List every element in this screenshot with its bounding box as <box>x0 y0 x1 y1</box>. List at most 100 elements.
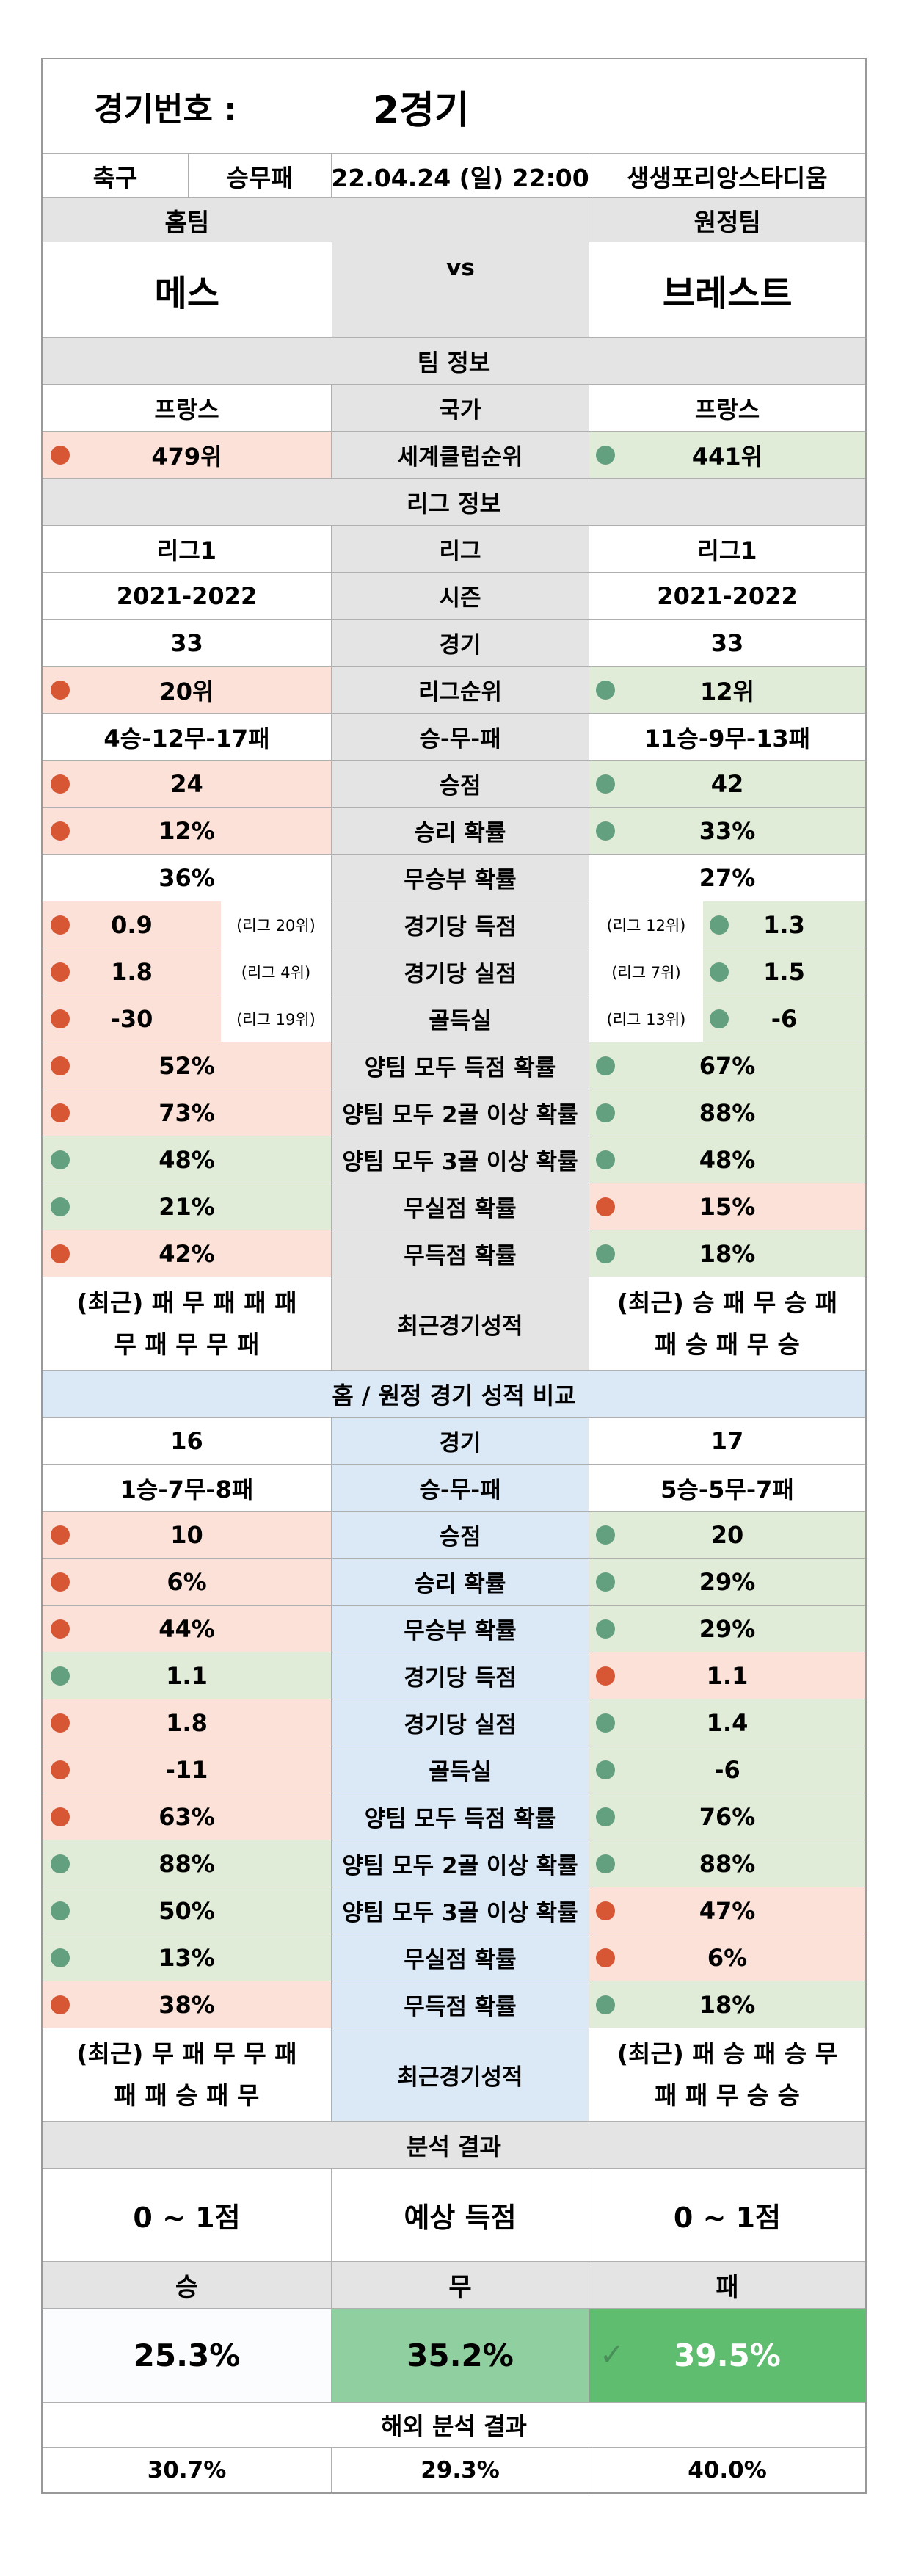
home-value: 16 <box>170 1426 203 1455</box>
away-value: 441위 <box>691 442 763 471</box>
home-value-cell: 1.8 (리그 4위) <box>43 948 332 995</box>
away-value-cell: 1.1 <box>589 1652 865 1699</box>
league-info-row: 리그1 리그 리그1 <box>43 526 865 573</box>
row-label: 골득실 <box>332 1746 589 1793</box>
home-value: 48% <box>159 1145 215 1174</box>
row-label: 시즌 <box>332 573 589 619</box>
home-value-cell: 24 <box>43 761 332 807</box>
red-dot-icon <box>51 1525 70 1545</box>
league-info-row: 2021-2022 시즌 2021-2022 <box>43 573 865 620</box>
home-value-cell: 73% <box>43 1089 332 1136</box>
away-value: 5승-5무-7패 <box>660 1475 794 1503</box>
league-info-row: 24 승점 42 <box>43 761 865 808</box>
row-label: 경기당 득점 <box>332 901 589 948</box>
away-recent-line: (최근) 패 승 패 승 무 <box>616 2039 838 2068</box>
overseas-lose: 40.0% <box>688 2456 767 2484</box>
home-value-cell: 44% <box>43 1606 332 1652</box>
away-value-cell: 17 <box>589 1418 865 1464</box>
home-value-cell: 13% <box>43 1934 332 1981</box>
league-info-row: 0.9 (리그 20위) 경기당 득점 (리그 12위) 1.3 <box>43 901 865 948</box>
row-label: 경기 <box>332 620 589 666</box>
away-value-cell: 88% <box>589 1089 865 1136</box>
home-league-rank: (리그 19위) <box>221 995 331 1042</box>
home-team-name: 메스 <box>43 242 332 337</box>
row-label: 승리 확률 <box>332 1559 589 1605</box>
row-label: 경기당 실점 <box>332 1699 589 1746</box>
league-info-header: 리그 정보 <box>43 479 865 526</box>
compare-header: 홈 / 원정 경기 성적 비교 <box>43 1371 865 1418</box>
league-info-title: 리그 정보 <box>43 479 865 525</box>
team-info-row: 479위 세계클럽순위 441위 <box>43 432 865 479</box>
home-value-cell: 63% <box>43 1793 332 1840</box>
home-value-cell: 1.8 <box>43 1699 332 1746</box>
red-dot-icon <box>51 1619 70 1639</box>
league-info-row: 33 경기 33 <box>43 620 865 667</box>
row-label: 세계클럽순위 <box>332 432 589 478</box>
league-info-row: 1.8 (리그 4위) 경기당 실점 (리그 7위) 1.5 <box>43 948 865 995</box>
away-value-cell: 2021-2022 <box>589 573 865 619</box>
green-dot-icon <box>596 1619 615 1639</box>
away-value: 1.1 <box>706 1661 749 1690</box>
green-dot-icon <box>596 1713 615 1733</box>
away-value: 11승-9무-13패 <box>644 724 811 752</box>
away-value: 29% <box>699 1614 756 1643</box>
away-expected-goals: 0 ~ 1점 <box>673 2201 782 2234</box>
away-value: 2021-2022 <box>657 581 798 610</box>
home-value-cell: 21% <box>43 1183 332 1230</box>
overseas-header: 해외 분석 결과 <box>43 2403 865 2448</box>
row-label: 최근경기성적 <box>332 2028 589 2121</box>
green-dot-icon <box>51 1197 70 1216</box>
analysis-title: 분석 결과 <box>43 2122 865 2168</box>
row-label: 승-무-패 <box>332 714 589 760</box>
home-value-cell: 6% <box>43 1559 332 1605</box>
away-value: 15% <box>699 1192 756 1221</box>
home-value: 52% <box>159 1051 215 1080</box>
away-value-cell: (리그 7위) 1.5 <box>589 948 865 995</box>
away-value: 20 <box>710 1520 744 1549</box>
green-dot-icon <box>596 1150 615 1169</box>
green-dot-icon <box>596 774 615 794</box>
red-dot-icon <box>596 1197 615 1216</box>
away-value-cell: 33% <box>589 808 865 854</box>
home-value: 1.8 <box>166 1708 208 1737</box>
home-value: 50% <box>159 1896 215 1925</box>
red-dot-icon <box>51 1760 70 1779</box>
team-info-title: 팀 정보 <box>43 338 865 384</box>
away-value-cell: 48% <box>589 1136 865 1183</box>
away-value: 1.5 <box>763 957 805 986</box>
away-value-cell: 15% <box>589 1183 865 1230</box>
away-recent-line: (최근) 승 패 무 승 패 <box>616 1288 838 1317</box>
row-label: 경기당 득점 <box>332 1652 589 1699</box>
team-info-row: 프랑스 국가 프랑스 <box>43 385 865 432</box>
red-dot-icon <box>51 445 70 465</box>
home-value: 38% <box>159 1990 215 2019</box>
away-value: 27% <box>699 863 756 892</box>
league-info-row: 12% 승리 확률 33% <box>43 808 865 855</box>
lose-label: 패 <box>589 2262 865 2308</box>
away-value-cell: 6% <box>589 1934 865 1981</box>
red-dot-icon <box>51 1572 70 1592</box>
away-value-cell: 5승-5무-7패 <box>589 1465 865 1511</box>
league-info-row: 48% 양팀 모두 3골 이상 확률 48% <box>43 1136 865 1183</box>
row-label: 무실점 확률 <box>332 1934 589 1981</box>
away-value-cell: 88% <box>589 1840 865 1887</box>
home-value-box: 0.9 <box>43 901 221 948</box>
away-value-cell: 18% <box>589 1981 865 2028</box>
row-label: 승점 <box>332 761 589 807</box>
row-label: 골득실 <box>332 995 589 1042</box>
green-dot-icon <box>51 1854 70 1873</box>
away-value-cell: (리그 12위) 1.3 <box>589 901 865 948</box>
home-value: 1.8 <box>111 957 153 986</box>
home-value-cell: 1.1 <box>43 1652 332 1699</box>
away-league-rank: (리그 12위) <box>589 901 703 948</box>
result-labels-row: 승 무 패 <box>43 2262 865 2309</box>
home-value-cell: 50% <box>43 1887 332 1934</box>
home-value: 21% <box>159 1192 215 1221</box>
home-value-box: -30 <box>43 995 221 1042</box>
away-value-cell: 27% <box>589 855 865 901</box>
league-info-row: 52% 양팀 모두 득점 확률 67% <box>43 1042 865 1089</box>
green-dot-icon <box>51 1150 70 1169</box>
